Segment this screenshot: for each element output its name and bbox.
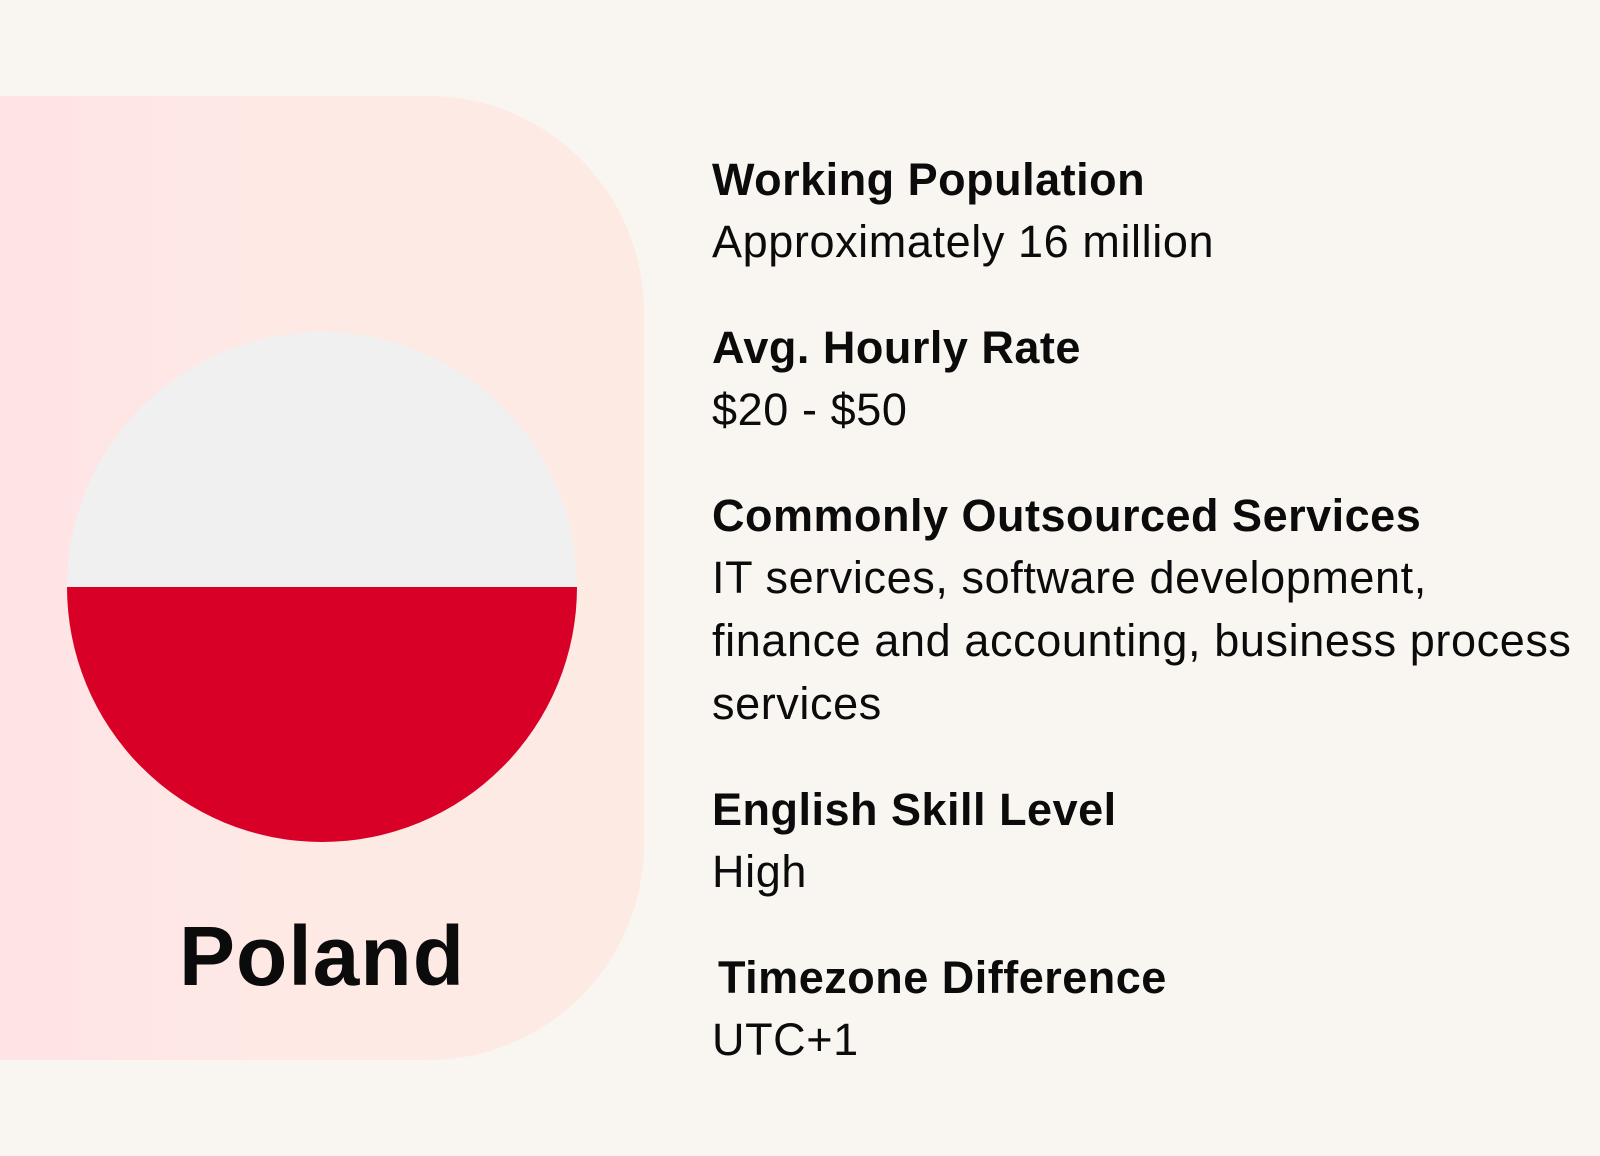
fact-avg-hourly-rate: Avg. Hourly Rate $20 - $50 [712,318,1572,441]
country-name: Poland [178,909,465,1003]
fact-english-skill-level: English Skill Level High [712,780,1572,903]
fact-label: Avg. Hourly Rate [712,322,1081,373]
fact-label: Working Population [712,154,1146,205]
poland-flag-icon [67,332,577,842]
fact-value: $20 - $50 [712,384,908,435]
facts-list: Working Population Approximately 16 mill… [712,150,1572,1071]
fact-label: Timezone Difference [718,952,1167,1003]
fact-value: IT services, software development, finan… [712,552,1572,729]
flag-red-stripe [67,587,577,842]
country-card: Poland [0,96,644,1060]
flag-white-stripe [67,332,577,587]
fact-value: High [712,846,807,897]
fact-value: Approximately 16 million [712,216,1215,267]
fact-label: Commonly Outsourced Services [712,490,1422,541]
fact-value: UTC+1 [712,1014,859,1065]
fact-outsourced-services: Commonly Outsourced Services IT services… [712,486,1572,735]
fact-working-population: Working Population Approximately 16 mill… [712,150,1572,273]
fact-timezone-difference: Timezone Difference UTC+1 [712,948,1572,1071]
fact-label: English Skill Level [712,784,1117,835]
